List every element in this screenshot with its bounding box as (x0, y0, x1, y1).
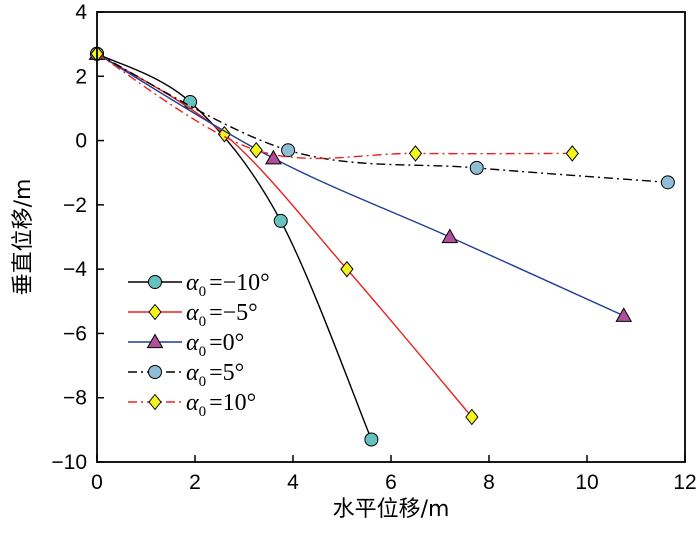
legend-value: =−10° (209, 270, 270, 296)
data-point (465, 408, 479, 426)
data-point (249, 141, 263, 159)
x-tick-label: 4 (287, 471, 299, 494)
legend-marker (148, 303, 162, 321)
legend-label: α0 =0° (186, 330, 244, 360)
series-line (96, 53, 668, 184)
legend-item: α0 =0° (128, 330, 244, 360)
legend-marker (148, 365, 162, 379)
y-tick-label: 2 (75, 65, 87, 88)
legend-value: =10° (209, 390, 256, 416)
data-point (265, 149, 282, 165)
legend-item: α0 =10° (128, 390, 256, 420)
series-0 (90, 46, 379, 447)
legend-marker (148, 275, 162, 289)
x-tick-label: 6 (385, 471, 397, 494)
y-tick-label: 4 (75, 1, 87, 24)
x-tick-label: 8 (483, 471, 495, 494)
legend-subscript: 0 (199, 314, 207, 330)
series-layer (88, 45, 675, 447)
legend-symbol: α (186, 270, 199, 296)
legend-value: =0° (209, 330, 244, 356)
legend-subscript: 0 (199, 404, 207, 420)
y-tick-label: −6 (63, 322, 87, 345)
legend-symbol: α (186, 300, 199, 326)
data-point (273, 213, 288, 228)
legend-item: α0 =5° (128, 360, 244, 390)
data-point (408, 145, 423, 162)
legend-subscript: 0 (199, 284, 207, 300)
data-point (281, 143, 296, 158)
data-point (364, 432, 379, 447)
legend-label: α0 =10° (186, 390, 256, 420)
data-point (660, 175, 675, 190)
legend-item: α0 =−5° (128, 300, 258, 330)
y-axis-label: 垂直位移/m (11, 179, 36, 296)
data-point (469, 160, 484, 175)
y-tick-label: −10 (51, 451, 87, 474)
legend-value: =−5° (209, 300, 258, 326)
series-4 (90, 45, 579, 162)
legend-value: =5° (209, 360, 244, 386)
y-tick-label: −8 (63, 387, 87, 410)
series-line (96, 53, 473, 418)
x-tick-label: 2 (189, 471, 201, 494)
legend: α0 =−10°α0 =−5°α0 =0°α0 =5°α0 =10° (128, 270, 270, 420)
x-axis-label: 水平位移/m (333, 497, 450, 522)
data-point (615, 307, 633, 322)
x-tick-label: 10 (575, 471, 598, 494)
legend-subscript: 0 (199, 374, 207, 390)
legend-label: α0 =−10° (186, 270, 270, 300)
y-tick-label: −4 (63, 258, 87, 281)
legend-subscript: 0 (199, 344, 207, 360)
data-point (340, 260, 354, 278)
x-tick-label: 12 (673, 471, 696, 494)
x-tick-label: 0 (91, 471, 103, 494)
legend-marker (148, 393, 162, 411)
series-3 (90, 46, 675, 190)
series-line (96, 53, 625, 317)
legend-symbol: α (186, 360, 199, 386)
tick-layer: 0 2 4 6 8 10 12 4 2 0 −2 −4 −6 −8 −10 (51, 1, 696, 494)
y-tick-label: 0 (75, 130, 87, 153)
y-tick-label: −2 (63, 194, 87, 217)
series-line (96, 53, 373, 440)
legend-symbol: α (186, 390, 199, 416)
legend-item: α0 =−10° (128, 270, 270, 300)
legend-label: α0 =−5° (186, 300, 258, 330)
data-point (183, 95, 198, 109)
series-line (96, 53, 573, 160)
legend-label: α0 =5° (186, 360, 244, 390)
series-1 (90, 45, 479, 426)
data-point (441, 228, 459, 244)
data-point (565, 145, 579, 162)
legend-marker (146, 333, 164, 349)
legend-symbol: α (186, 330, 199, 356)
